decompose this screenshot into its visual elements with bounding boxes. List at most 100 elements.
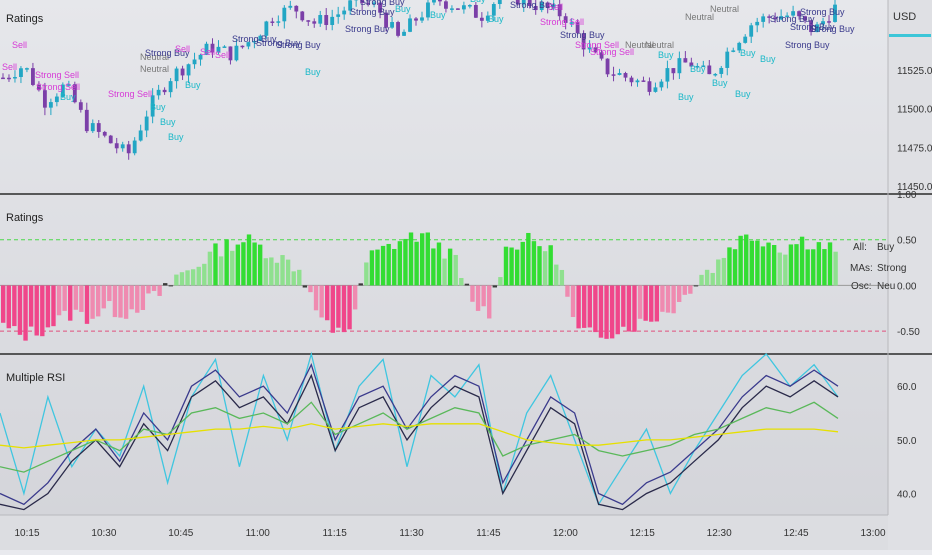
time-tick-label: 12:00 (553, 528, 578, 539)
candle-body (450, 8, 454, 10)
candle-body (276, 21, 280, 23)
rating-bar (392, 249, 396, 285)
rating-bar (336, 285, 340, 327)
rating-bar (197, 267, 201, 286)
rating-bar (420, 233, 424, 285)
candle-body (13, 77, 17, 79)
rating-bar (297, 270, 301, 286)
time-tick-label: 11:15 (322, 528, 347, 539)
rating-bar (521, 242, 525, 286)
rating-bar (275, 263, 279, 286)
signal-label: Buy (678, 92, 694, 102)
rating-bar (616, 285, 620, 334)
signal-label: Buy (430, 10, 446, 20)
rating-bar (437, 243, 441, 286)
candle-body (139, 130, 143, 140)
candle-body (318, 15, 322, 24)
rating-bar (487, 285, 491, 318)
rating-bar (35, 285, 39, 335)
rating-bar (733, 249, 737, 285)
candle-body (25, 68, 29, 70)
legend-all-label: All: (853, 242, 867, 253)
rating-bar (800, 237, 804, 286)
candle-body (121, 144, 125, 148)
rating-bar (789, 244, 793, 285)
rating-bar (744, 235, 748, 286)
rating-bar (292, 271, 296, 285)
rsi-tick-label: 50.0 (897, 436, 917, 447)
signal-label: Buy (150, 102, 166, 112)
candle-body (671, 68, 675, 73)
rating-bar (314, 285, 318, 310)
candle-body (462, 5, 466, 9)
signal-label: Buy (470, 0, 486, 4)
time-scale-background[interactable] (0, 515, 888, 550)
candle-body (414, 18, 418, 20)
rating-bar (632, 285, 636, 331)
rating-bar (135, 285, 139, 312)
rating-bar (359, 283, 363, 285)
rating-bar (705, 270, 709, 286)
rating-bar (643, 285, 647, 320)
candle-body (660, 82, 664, 88)
rating-bar (68, 285, 72, 320)
candle-body (294, 6, 298, 12)
candle-body (55, 97, 59, 103)
rating-bar (537, 246, 541, 285)
price-scale-background[interactable] (888, 0, 932, 550)
signal-label: Buy (395, 4, 411, 14)
rating-bar (833, 252, 837, 286)
candle-body (654, 87, 658, 92)
rating-bar (85, 285, 89, 323)
rating-bar (722, 258, 726, 285)
candle-body (91, 123, 95, 131)
currency-label[interactable]: USD (893, 11, 916, 23)
rating-bar (783, 255, 787, 286)
rating-bar (224, 239, 228, 285)
rating-bar (677, 285, 681, 302)
rating-bar (817, 242, 821, 285)
candle-body (193, 60, 197, 65)
signal-label: Buy (160, 117, 176, 127)
rating-bar (526, 233, 530, 285)
candle-body (127, 144, 131, 153)
candle-body (43, 90, 47, 107)
signal-label: Buy (658, 50, 674, 60)
candle-body (390, 22, 394, 28)
time-tick-label: 10:45 (168, 528, 193, 539)
rating-bar (811, 249, 815, 285)
signal-label: Buy (712, 78, 728, 88)
candle-body (7, 78, 11, 80)
signal-label: Neutral (710, 4, 739, 14)
rating-bar (414, 242, 418, 286)
rating-bar (280, 255, 284, 285)
signal-label: Strong Sell (108, 89, 152, 99)
candle-body (115, 143, 119, 148)
rating-tick-label: 1.00 (897, 190, 917, 201)
time-tick-label: 11:30 (399, 528, 424, 539)
candle-body (109, 136, 113, 144)
rating-bar (241, 242, 245, 285)
rating-bar (588, 285, 592, 327)
rating-bar (258, 245, 262, 286)
signal-label: Buy (488, 14, 504, 24)
rating-bar (822, 249, 826, 285)
signal-label: Buy (185, 80, 201, 90)
rating-bar (627, 285, 631, 331)
rating-bar (364, 262, 368, 285)
signal-label: Buy (305, 67, 321, 77)
candle-body (223, 46, 227, 48)
rating-bar (347, 285, 351, 329)
rating-bar (738, 236, 742, 286)
rating-bar (610, 285, 614, 338)
signal-label: Sell (175, 44, 190, 54)
signal-label: Sell (12, 40, 27, 50)
rating-bar (565, 285, 569, 296)
signal-label: Strong Buy (350, 7, 395, 17)
candle-body (636, 80, 640, 82)
candle-body (157, 90, 161, 96)
rating-bar (353, 285, 357, 309)
signal-label: Strong Buy (785, 40, 830, 50)
time-tick-label: 13:00 (860, 528, 885, 539)
time-tick-label: 12:30 (707, 528, 732, 539)
